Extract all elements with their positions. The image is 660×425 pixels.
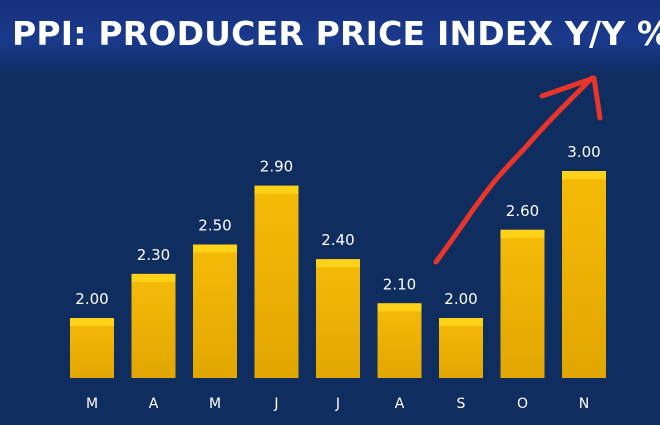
bar-cap-0 [70,318,114,326]
bar-cap-7 [500,229,545,238]
bar-cap-8 [562,171,606,179]
x-tick-label-3: J [273,396,278,412]
annotation-arrow-head [539,75,603,121]
x-tick-label-5: A [395,396,405,412]
bar-7 [500,229,545,378]
bar-cap-6 [439,318,483,326]
bar-8 [562,171,606,378]
value-label-3: 2.90 [260,158,293,176]
x-tick-label-2: M [209,396,221,412]
annotation-arrow-line [433,75,595,265]
bar-cap-3 [254,185,299,194]
bar-2 [193,244,237,378]
bar-4 [316,259,360,378]
value-label-2: 2.50 [198,217,231,235]
chart-title: PPI: PRODUCER PRICE INDEX Y/Y % [12,14,660,53]
x-tick-label-0: M [86,396,98,412]
title-banner: PPI: PRODUCER PRICE INDEX Y/Y % [0,0,660,72]
bar-cap-5 [377,303,422,312]
value-label-6: 2.00 [444,290,477,308]
x-tick-label-7: O [517,396,528,412]
x-tick-label-1: A [149,396,159,412]
bar-cap-1 [131,273,176,282]
x-tick-label-8: N [579,396,589,412]
bar-3 [254,185,299,378]
x-tick-label-4: J [335,396,340,412]
bar-1 [131,273,176,378]
bar-cap-4 [316,259,360,268]
value-label-7: 2.60 [506,202,539,220]
value-label-0: 2.00 [75,290,108,308]
bar-6 [439,318,483,378]
bar-cap-2 [193,244,237,253]
value-label-8: 3.00 [567,143,600,161]
x-tick-label-6: S [457,396,466,412]
value-label-1: 2.30 [137,246,170,264]
value-label-4: 2.40 [321,231,354,249]
bar-0 [70,318,114,378]
value-label-5: 2.10 [383,275,416,293]
bar-5 [377,303,422,378]
